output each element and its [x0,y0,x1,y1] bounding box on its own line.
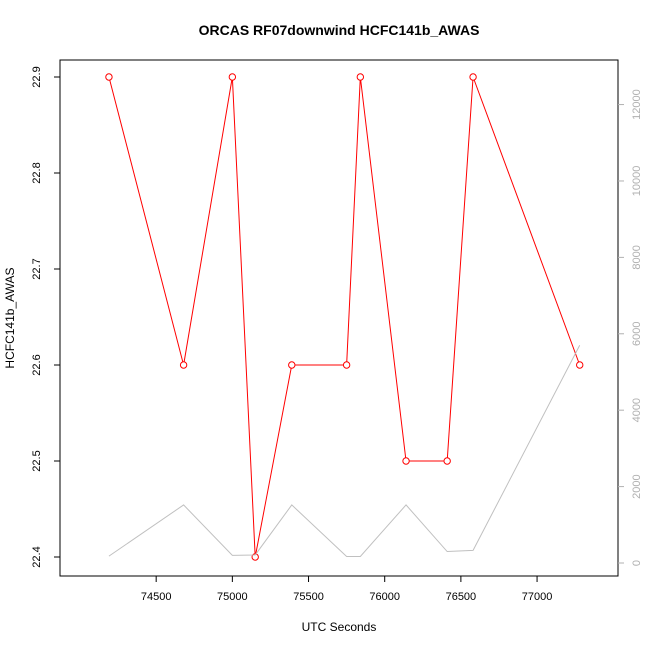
x-tick-label: 75500 [293,591,324,603]
x-tick-label: 75000 [217,591,248,603]
series-line-secondary [108,345,581,558]
y-axis-left: 22.4 22.5 22.6 22.7 22.8 22.9 [31,66,60,568]
data-point [228,73,237,81]
y-tick-label: 22.9 [31,66,43,87]
x-tick-label: 76000 [369,591,400,603]
x-axis: 74500 75000 75500 76000 76500 77000 [141,576,552,603]
series-layer [105,73,584,561]
chart-title: ORCAS RF07downwind HCFC141b_AWAS [199,22,480,38]
data-point [469,73,477,81]
y-axis-label: HCFC141b_AWAS [3,267,17,368]
x-tick-label: 77000 [522,591,553,603]
data-point [576,361,584,369]
data-point [288,361,296,369]
x-tick-label: 74500 [141,591,172,603]
y-axis-right: 0 2000 4000 6000 8000 10000 12000 [618,89,643,566]
data-point [342,361,351,369]
y2-tick-label: 6000 [631,322,643,346]
y-tick-label: 22.6 [31,354,43,375]
y2-tick-label: 12000 [631,89,643,120]
plot-frame [59,59,619,577]
y2-tick-label: 0 [631,560,643,566]
data-point [443,457,451,465]
data-point [356,73,365,81]
y-tick-label: 22.4 [31,546,43,567]
data-point [402,457,410,465]
y2-tick-label: 8000 [631,245,643,269]
x-tick-label: 76500 [446,591,477,603]
y-tick-label: 22.7 [31,258,43,279]
y2-tick-label: 2000 [631,474,643,498]
y-tick-label: 22.5 [31,450,43,471]
y-tick-label: 22.8 [31,162,43,183]
series-line-primary [108,76,581,558]
data-point [105,73,113,81]
x-axis-label: UTC Seconds [302,620,377,634]
y2-tick-label: 4000 [631,398,643,422]
data-point [179,361,188,369]
y2-tick-label: 10000 [631,166,643,197]
